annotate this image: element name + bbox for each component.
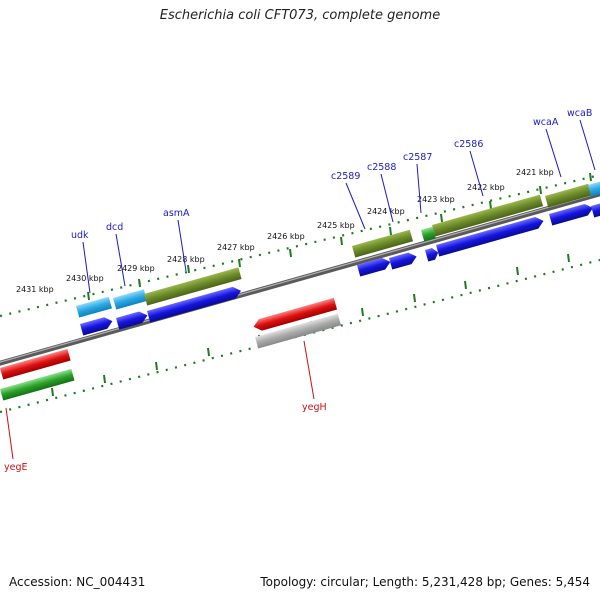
gene-label-yegH: yegH	[302, 402, 327, 413]
cds-arrow-asmA	[147, 286, 242, 323]
scale-major-tick	[238, 258, 241, 268]
gene-label-asmA: asmA	[163, 208, 190, 219]
scale-major-tick	[589, 172, 592, 182]
scale-major-tick	[361, 307, 364, 317]
gene-leader-line	[82, 241, 91, 294]
map-title: Escherichia coli CFT073, complete genome	[159, 8, 441, 23]
scale-major-tick	[516, 266, 519, 276]
gene-leader-line	[579, 119, 596, 171]
scale-major-tick	[567, 253, 570, 263]
gene-leader-line	[303, 340, 315, 400]
scale-label: 2431 kbp	[16, 285, 54, 294]
scale-major-tick	[440, 213, 443, 223]
scale-major-tick	[138, 278, 141, 288]
scale-major-tick	[413, 293, 416, 303]
accession-text: Accession: NC_004431	[9, 575, 146, 589]
cds-arrow-wcaB	[591, 202, 600, 218]
scale-major-tick	[207, 347, 210, 357]
scale-major-tick	[389, 226, 392, 236]
gene-label-c2588: c2588	[367, 162, 396, 173]
gene-box-dcd	[113, 289, 148, 310]
scale-major-tick	[103, 374, 106, 384]
gene-leader-line	[5, 407, 14, 460]
gene-box-c2587	[421, 226, 436, 242]
gene-box-wcaA	[545, 183, 592, 208]
scale-label: 2426 kbp	[267, 232, 305, 241]
cds-arrow-c2589	[357, 257, 391, 277]
scale-major-tick	[289, 248, 292, 258]
genome-summary-text: Topology: circular; Length: 5,231,428 bp…	[260, 575, 590, 589]
gene-leader-line	[469, 150, 484, 197]
cds-arrow-c2588	[389, 252, 417, 270]
gene-box-yegH	[255, 313, 342, 349]
gene-leader-line	[545, 128, 562, 178]
gene-box-reverse-left	[0, 349, 71, 380]
outer-dotted-track	[0, 173, 600, 318]
scale-label: 2421 kbp	[516, 168, 554, 177]
gene-label-c2587: c2587	[403, 152, 432, 163]
gene-label-c2589: c2589	[331, 171, 360, 182]
gene-leader-line	[177, 219, 187, 272]
gene-box-c2589	[352, 229, 414, 258]
gene-leader-line	[380, 173, 394, 223]
gene-box-udk	[76, 296, 112, 318]
gene-label-wcaA: wcaA	[533, 117, 559, 128]
cds-arrow-dcd	[116, 311, 148, 330]
scale-label: 2425 kbp	[317, 221, 355, 230]
cds-arrow-c2587	[425, 248, 439, 262]
scale-major-tick	[187, 264, 190, 274]
scale-label: 2423 kbp	[417, 195, 455, 204]
cds-arrow-c2586	[436, 217, 544, 257]
genome-backbone	[0, 191, 600, 366]
cds-arrow-udk	[80, 317, 113, 336]
genome-backbone-highlight	[0, 192, 600, 363]
scale-major-tick	[87, 291, 90, 301]
gene-label-c2586: c2586	[454, 139, 483, 150]
scale-major-tick	[340, 236, 343, 246]
gene-label-yegE: yegE	[4, 462, 28, 473]
gene-leader-line	[115, 233, 126, 287]
scale-label: 2428 kbp	[167, 255, 205, 264]
scale-label: 2427 kbp	[217, 243, 255, 252]
scale-label: 2424 kbp	[367, 207, 405, 216]
gene-leader-line	[345, 182, 366, 230]
gene-box-asmA	[144, 267, 242, 306]
gene-box-yegE	[0, 368, 75, 401]
gene-box-c2586	[432, 194, 544, 237]
scale-major-tick	[464, 280, 467, 290]
gene-label-udk: udk	[71, 230, 89, 241]
scale-label: 2429 kbp	[117, 264, 155, 273]
gene-box-wcaB	[588, 179, 600, 197]
scale-major-tick	[539, 185, 542, 195]
gene-label-wcaB: wcaB	[567, 108, 592, 119]
scale-major-tick	[51, 387, 54, 397]
scale-major-tick	[155, 361, 158, 371]
gene-label-dcd: dcd	[106, 222, 123, 233]
cds-arrow-wcaA	[549, 203, 593, 226]
scale-label: 2422 kbp	[467, 183, 505, 192]
cds-arrow-yegH	[253, 297, 338, 331]
gene-leader-line	[416, 163, 422, 214]
scale-major-tick	[489, 200, 492, 210]
scale-label: 2430 kbp	[66, 274, 104, 283]
